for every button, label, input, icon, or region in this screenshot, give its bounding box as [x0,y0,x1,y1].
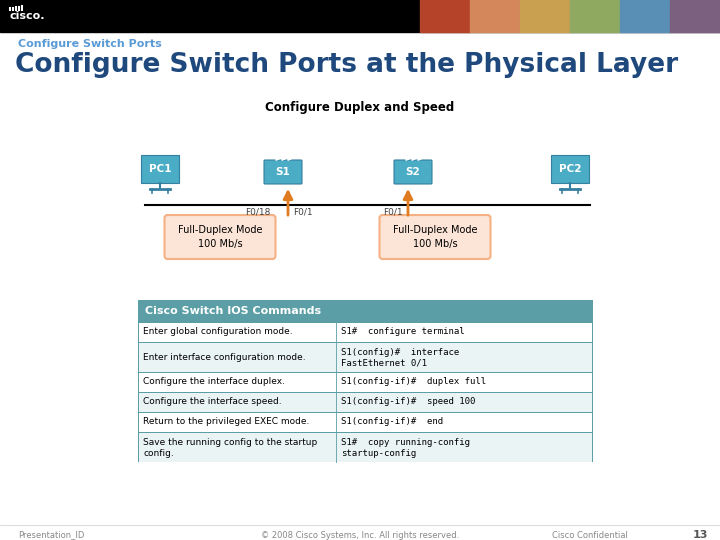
Text: Configure the interface speed.: Configure the interface speed. [143,397,282,407]
Text: F0/1: F0/1 [293,207,312,217]
FancyBboxPatch shape [164,215,276,259]
Text: Configure Switch Ports at the Physical Layer: Configure Switch Ports at the Physical L… [15,52,678,78]
Text: Full-Duplex Mode: Full-Duplex Mode [392,225,477,235]
Bar [420,0,470,32]
FancyBboxPatch shape [379,215,490,259]
Text: Configure Duplex and Speed: Configure Duplex and Speed [266,102,454,114]
Text: S1(config)#  interface: S1(config)# interface [341,348,459,357]
Text: cisco.: cisco. [10,11,45,21]
Bar [520,0,570,32]
Text: Return to the privileged EXEC mode.: Return to the privileged EXEC mode. [143,417,310,427]
Bar [139,373,592,392]
Bar [470,0,520,32]
Bar [141,155,179,183]
Text: 13: 13 [693,530,708,540]
Bar [139,413,592,432]
Text: PC1: PC1 [149,164,171,174]
Text: Presentation_ID: Presentation_ID [18,530,84,539]
Text: Cisco Confidential: Cisco Confidential [552,530,628,539]
Text: Configure Switch Ports: Configure Switch Ports [18,39,162,49]
FancyBboxPatch shape [264,160,302,184]
Text: 100 Mb/s: 100 Mb/s [413,239,457,249]
Bar [0,0,720,32]
Bar [138,300,593,462]
Bar [670,0,720,32]
Bar [139,323,592,342]
Text: startup-config: startup-config [341,449,416,457]
Text: Save the running config to the startup: Save the running config to the startup [143,438,318,447]
Bar [139,433,592,462]
Text: Enter interface configuration mode.: Enter interface configuration mode. [143,353,305,361]
Text: Cisco Switch IOS Commands: Cisco Switch IOS Commands [145,306,321,316]
Text: S1#  configure terminal: S1# configure terminal [341,327,464,336]
Text: S1: S1 [276,167,290,177]
Bar [139,393,592,412]
Text: S1(config-if)#  speed 100: S1(config-if)# speed 100 [341,397,475,407]
Bar [551,155,589,183]
Text: FastEthernet 0/1: FastEthernet 0/1 [341,359,427,368]
Text: S1#  copy running-config: S1# copy running-config [341,438,470,447]
Text: S1(config-if)#  duplex full: S1(config-if)# duplex full [341,377,486,387]
FancyBboxPatch shape [394,160,432,184]
Bar [139,343,592,372]
Text: 100 Mb/s: 100 Mb/s [198,239,243,249]
Bar [139,301,592,322]
Text: © 2008 Cisco Systems, Inc. All rights reserved.: © 2008 Cisco Systems, Inc. All rights re… [261,530,459,539]
Text: PC2: PC2 [559,164,581,174]
Bar [620,0,670,32]
Text: S2: S2 [405,167,420,177]
Text: Configure the interface duplex.: Configure the interface duplex. [143,377,285,387]
Text: F0/18: F0/18 [246,207,271,217]
Text: S1(config-if)#  end: S1(config-if)# end [341,417,443,427]
Bar [570,0,620,32]
Text: Full-Duplex Mode: Full-Duplex Mode [178,225,262,235]
Text: config.: config. [143,449,174,457]
Text: F0/1: F0/1 [383,207,402,217]
Text: Enter global configuration mode.: Enter global configuration mode. [143,327,292,336]
